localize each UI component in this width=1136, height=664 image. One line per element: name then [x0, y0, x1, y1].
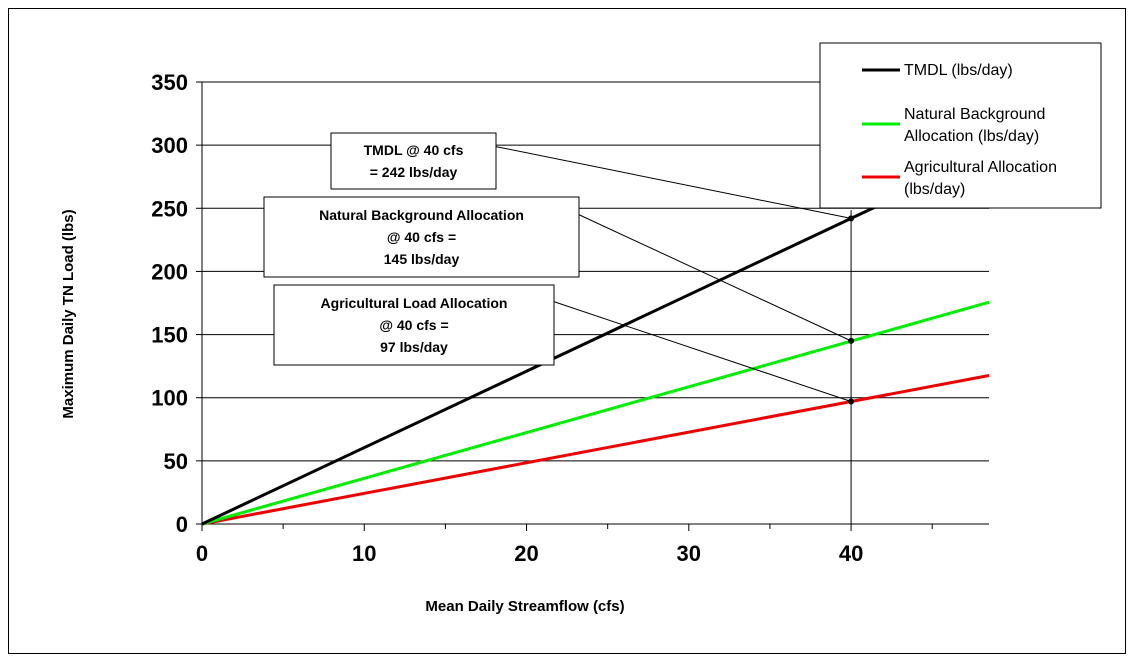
- annotation-box: [330, 132, 497, 190]
- x-tick-label: 40: [839, 541, 863, 566]
- legend-item-natural-background: Natural Background Allocation (lbs/day): [862, 106, 1045, 145]
- x-axis-title: Mean Daily Streamflow (cfs): [425, 598, 624, 615]
- series-line-natural-background: [201, 300, 990, 526]
- y-axis-title: Maximum Daily TN Load (lbs): [60, 209, 77, 418]
- y-tick-label: 150: [151, 323, 188, 348]
- x-tick-label: 20: [514, 541, 538, 566]
- annotation-leader-line: [570, 210, 852, 342]
- legend-label-line: Natural Background: [904, 106, 1045, 123]
- series-line-tmdl: [201, 152, 990, 526]
- annotation-text: Natural Background Allocation: [319, 207, 524, 223]
- y-tick-label: 0: [176, 512, 188, 537]
- legend-label: Natural Background Allocation (lbs/day): [904, 106, 1045, 145]
- series-line-agricultural: [201, 374, 990, 526]
- annotation-tmdl: TMDL @ 40 cfs = 242 lbs/day: [330, 132, 852, 219]
- legend-label-line: (lbs/day): [904, 181, 965, 198]
- y-tick-label: 50: [164, 449, 188, 474]
- y-tick-label: 100: [151, 386, 188, 411]
- annotation-box: [263, 196, 580, 278]
- annotation-text: = 242 lbs/day: [370, 164, 458, 180]
- annotation-layer: TMDL @ 40 cfs = 242 lbs/day Natural Backgr…: [263, 132, 852, 402]
- annotation-text: Agricultural Load Allocation: [321, 295, 508, 311]
- annotation-text: TMDL @ 40 cfs: [364, 142, 464, 158]
- legend-label: Agricultural Allocation (lbs/day): [904, 159, 1057, 198]
- legend-label-line: Allocation (lbs/day): [904, 128, 1039, 145]
- annotation-box: [273, 284, 555, 366]
- x-tick-label: 0: [196, 541, 208, 566]
- annotation-natural-background: Natural Background Allocation @ 40 cfs = 1…: [263, 196, 852, 342]
- annotation-text: 97 lbs/day: [380, 339, 448, 355]
- y-tick-label: 350: [151, 70, 188, 95]
- legend-item-tmdl: TMDL (lbs/day): [862, 62, 1013, 79]
- tn-load-chart: 0 50 100 150 200 250 300 350 0 10 20 30 40 TMDL @ 40…: [60, 42, 1102, 615]
- annotation-text: 145 lbs/day: [384, 251, 460, 267]
- y-tick-label: 300: [151, 133, 188, 158]
- legend-label-line: Agricultural Allocation: [904, 159, 1057, 176]
- chart-frame: 0 50 100 150 200 250 300 350 0 10 20 30 40 TMDL @ 40…: [8, 8, 1126, 654]
- y-tick-label: 250: [151, 196, 188, 221]
- x-tick-label: 10: [352, 541, 376, 566]
- annotation-leader-line: [545, 298, 852, 402]
- legend-item-agricultural: Agricultural Allocation (lbs/day): [862, 159, 1057, 198]
- legend: TMDL (lbs/day) Natural Background Allocati…: [819, 42, 1102, 209]
- y-tick-label: 200: [151, 259, 188, 284]
- x-tick-label: 30: [677, 541, 701, 566]
- annotation-text: @ 40 cfs =: [379, 317, 448, 333]
- legend-label: TMDL (lbs/day): [904, 62, 1013, 79]
- annotation-agricultural: Agricultural Load Allocation @ 40 cfs = 97…: [273, 284, 852, 402]
- annotation-text: @ 40 cfs =: [387, 229, 456, 245]
- annotation-leader-line: [487, 144, 852, 219]
